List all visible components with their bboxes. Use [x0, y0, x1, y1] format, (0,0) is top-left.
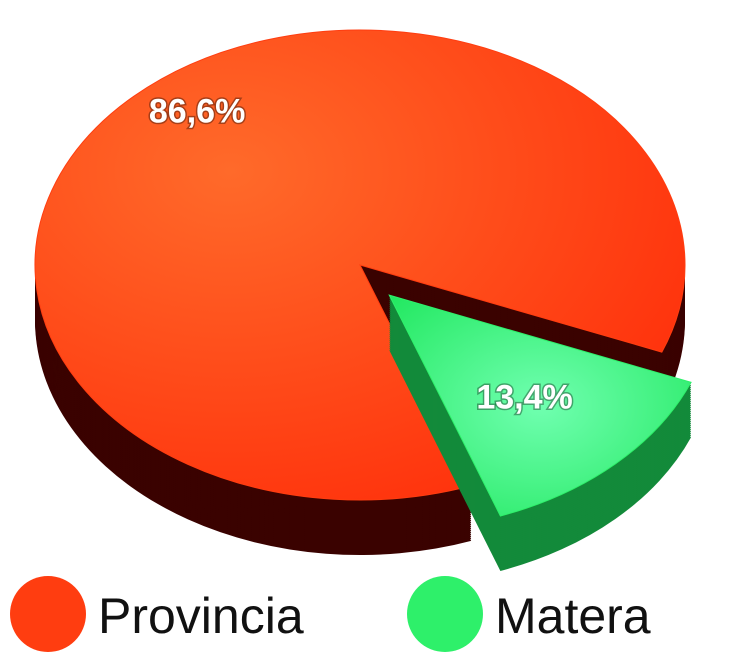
- slice: [34, 29, 686, 501]
- legend-swatch: [407, 576, 483, 652]
- value-label: 86,6%: [149, 93, 245, 131]
- slice: [388, 294, 692, 517]
- value-label: 13,4%: [476, 379, 572, 417]
- legend-label: Provincia: [98, 588, 304, 644]
- legend-swatch: [10, 576, 86, 652]
- legend-label: Matera: [495, 588, 651, 644]
